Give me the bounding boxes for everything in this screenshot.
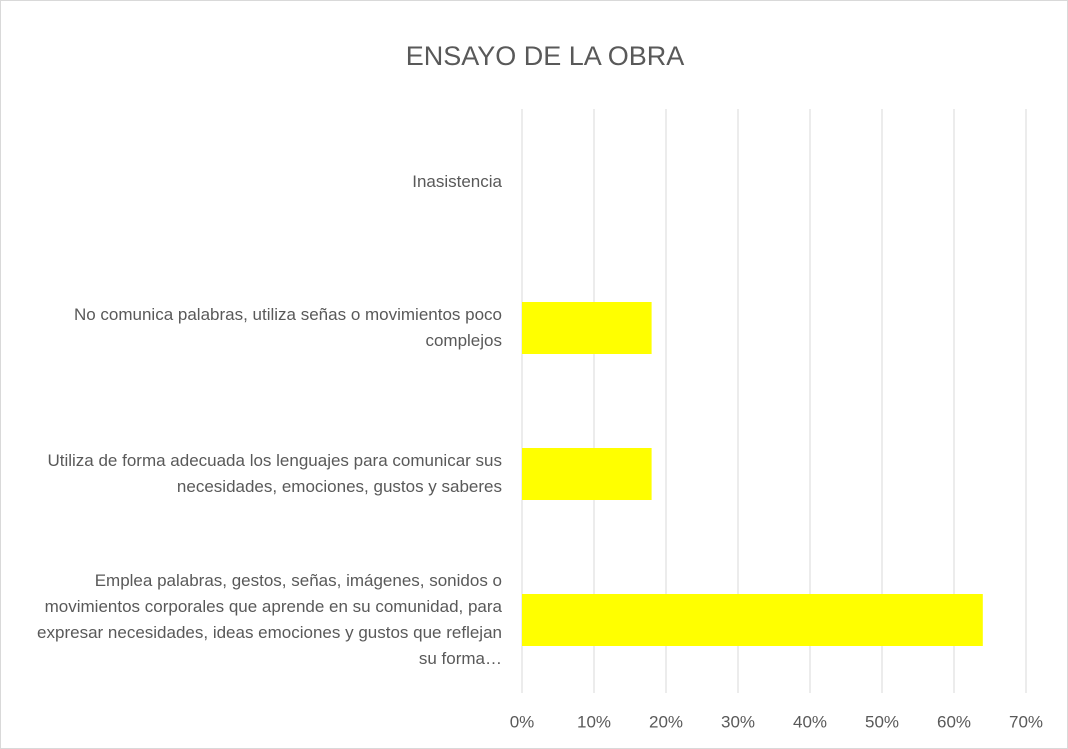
- bar: [522, 448, 652, 500]
- y-tick-label-box: Emplea palabras, gestos, señas, imágenes…: [20, 547, 502, 693]
- bar: [522, 594, 983, 646]
- y-tick-label-box: Utiliza de forma adecuada los lenguajes …: [20, 401, 502, 547]
- y-tick-label: Utiliza de forma adecuada los lenguajes …: [47, 451, 502, 496]
- y-tick-label: Inasistencia: [412, 172, 502, 191]
- x-tick-label: 30%: [721, 712, 755, 731]
- y-tick-label-box: No comunica palabras, utiliza señas o mo…: [20, 255, 502, 401]
- y-tick-label-box: Inasistencia: [20, 109, 502, 255]
- x-tick-label: 60%: [937, 712, 971, 731]
- x-tick-label: 0%: [510, 712, 535, 731]
- x-tick-label: 10%: [577, 712, 611, 731]
- chart-title: ENSAYO DE LA OBRA: [406, 41, 685, 71]
- x-tick-label: 20%: [649, 712, 683, 731]
- x-tick-label: 40%: [793, 712, 827, 731]
- y-tick-label: Emplea palabras, gestos, señas, imágenes…: [37, 571, 502, 668]
- bar: [522, 302, 652, 354]
- x-tick-label: 70%: [1009, 712, 1043, 731]
- x-tick-label: 50%: [865, 712, 899, 731]
- y-tick-label: No comunica palabras, utiliza señas o mo…: [73, 305, 502, 350]
